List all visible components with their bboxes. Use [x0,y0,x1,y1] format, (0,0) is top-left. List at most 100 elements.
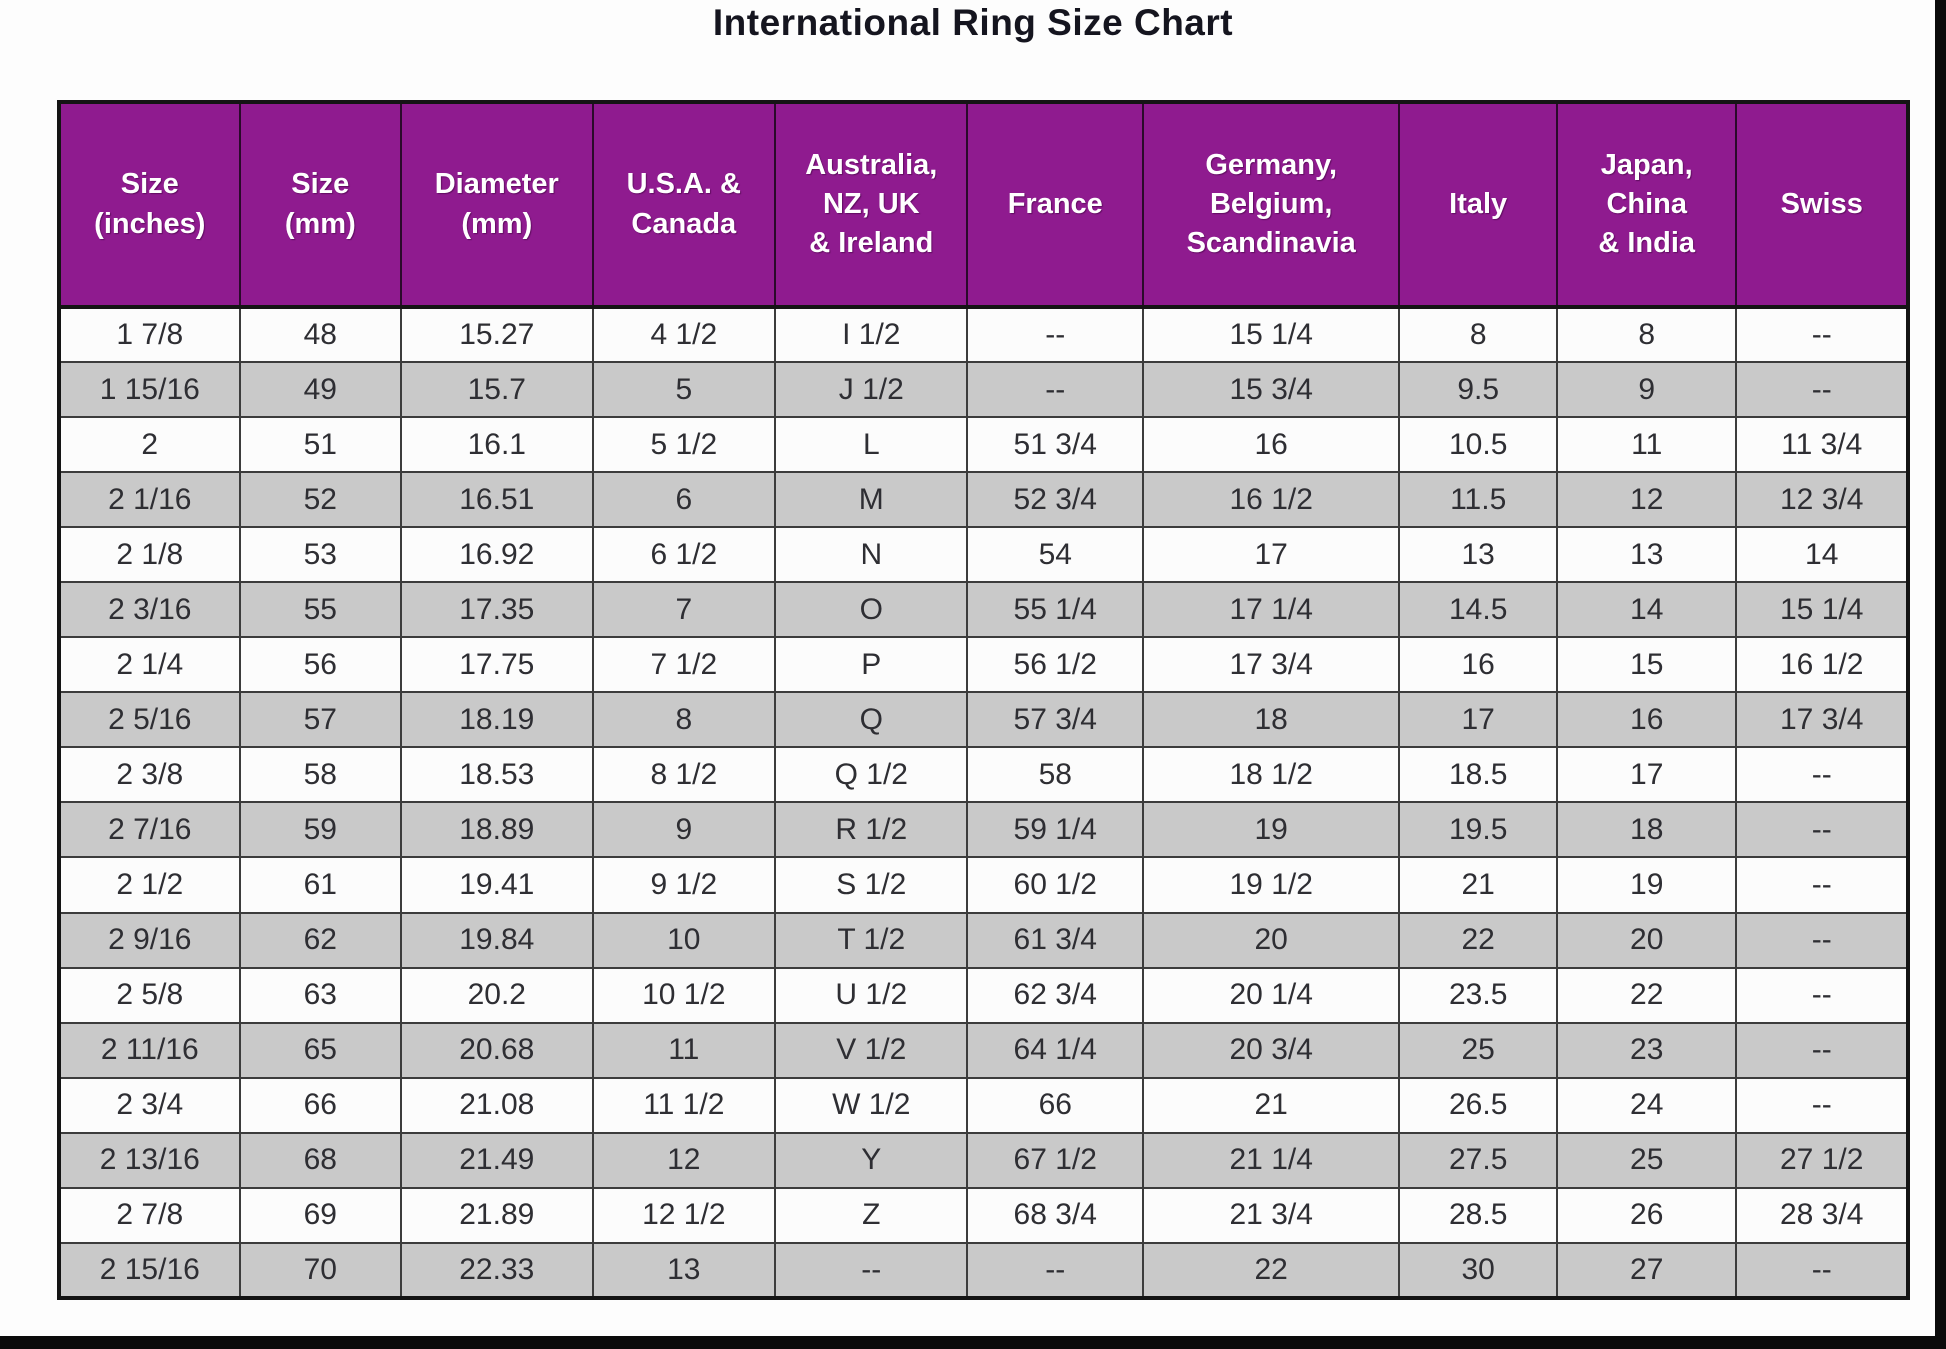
table-cell: 30 [1398,1241,1558,1300]
table-cell: 55 1/4 [966,581,1145,639]
table-cell: 18 [1555,801,1738,859]
table-cell: 4 1/2 [591,305,777,364]
table-cell: 22 [1398,911,1558,969]
column-header: Germany, Belgium, Scandinavia [1142,101,1401,309]
table-row: 2 7/8 69 21.89 12 1/2 Z 68 3/4 21 3/4 28.5 26 28 … [58,1186,1909,1244]
table-row: 2 1/2 61 19.41 9 1/2 S 1/2 60 1/2 19 1/2 21 19 -- [58,856,1909,914]
table-cell: 62 [238,911,403,969]
table-cell: 15 [1555,636,1738,694]
table-cell: 12 [1555,471,1738,529]
table-cell: 17 [1398,691,1558,749]
table-cell: 16 1/2 [1142,471,1401,529]
table-cell: L [774,416,969,474]
table-cell: 14.5 [1398,581,1558,639]
table-cell: -- [1735,1076,1909,1134]
table-cell: 2 13/16 [58,1131,241,1189]
table-cell: 12 3/4 [1735,471,1909,529]
table-cell: 64 1/4 [966,1021,1145,1079]
table-cell: 2 15/16 [58,1241,241,1300]
table-cell: 19 [1142,801,1401,859]
table-cell: 20 [1142,911,1401,969]
table-cell: 22.33 [400,1241,594,1300]
table-cell: -- [1735,746,1909,804]
table-cell: 16 [1555,691,1738,749]
table-cell: 61 [238,856,403,914]
table-cell: 15 1/4 [1735,581,1909,639]
table-cell: T 1/2 [774,911,969,969]
table-cell: 10.5 [1398,416,1558,474]
table-cell: 20 3/4 [1142,1021,1401,1079]
table-cell: 12 [591,1131,777,1189]
table-cell: 2 1/8 [58,526,241,584]
table-cell: Q 1/2 [774,746,969,804]
table-body: 1 7/8 48 15.27 4 1/2 I 1/2 -- 15 1/4 8 8 -- 1 15/1… [58,305,1909,1300]
table-cell: 20.2 [400,966,594,1024]
column-header: Swiss [1735,101,1909,309]
table-row: 2 15/16 70 22.33 13 -- -- 22 30 27 -- [58,1241,1909,1300]
table-cell: 9.5 [1398,361,1558,419]
table-cell: 10 1/2 [591,966,777,1024]
table-cell: 17 1/4 [1142,581,1401,639]
table-cell: 68 3/4 [966,1186,1145,1244]
table-cell: 23.5 [1398,966,1558,1024]
table-cell: 20 1/4 [1142,966,1401,1024]
table-row: 2 5/8 63 20.2 10 1/2 U 1/2 62 3/4 20 1/4 23.5 22… [58,966,1909,1024]
table-cell: 5 1/2 [591,416,777,474]
page-title: International Ring Size Chart [712,2,1234,43]
table-cell: U 1/2 [774,966,969,1024]
table-cell: 14 [1555,581,1738,639]
table-cell: 21.08 [400,1076,594,1134]
table-cell: 15.7 [400,361,594,419]
table-cell: 6 1/2 [591,526,777,584]
table-cell: 13 [591,1241,777,1300]
table-cell: 61 3/4 [966,911,1145,969]
table-cell: 9 1/2 [591,856,777,914]
table-cell: 56 [238,636,403,694]
table-cell: -- [966,1241,1145,1300]
table-cell: 2 [58,416,241,474]
table-cell: 57 [238,691,403,749]
table-row: 2 3/4 66 21.08 11 1/2 W 1/2 66 21 26.5 24 -- [58,1076,1909,1134]
table-cell: 17 3/4 [1142,636,1401,694]
table-cell: J 1/2 [774,361,969,419]
table-cell: 56 1/2 [966,636,1145,694]
table-cell: 2 7/8 [58,1186,241,1244]
table-cell: W 1/2 [774,1076,969,1134]
column-header: Italy [1398,101,1558,309]
table-cell: 27.5 [1398,1131,1558,1189]
table-cell: 11 1/2 [591,1076,777,1134]
table-cell: 2 9/16 [58,911,241,969]
table-cell: 19.41 [400,856,594,914]
table-cell: Q [774,691,969,749]
table-cell: 26 [1555,1186,1738,1244]
table-cell: 51 3/4 [966,416,1145,474]
table-cell: 60 1/2 [966,856,1145,914]
table-cell: 17.35 [400,581,594,639]
table-row: 2 9/16 62 19.84 10 T 1/2 61 3/4 20 22 20 -- [58,911,1909,969]
table-cell: 14 [1735,526,1909,584]
table-cell: 19.5 [1398,801,1558,859]
table-cell: 16.51 [400,471,594,529]
table-row: 2 5/16 57 18.19 8 Q 57 3/4 18 17 16 17 3/4 [58,691,1909,749]
table-cell: 1 15/16 [58,361,241,419]
table-cell: 21.89 [400,1186,594,1244]
table-cell: 54 [966,526,1145,584]
table-cell: 15 3/4 [1142,361,1401,419]
table-cell: 16 1/2 [1735,636,1909,694]
table-row: 1 7/8 48 15.27 4 1/2 I 1/2 -- 15 1/4 8 8 -- [58,305,1909,364]
table-cell: 68 [238,1131,403,1189]
table-cell: 13 [1555,526,1738,584]
table-header: Size (inches) Size (mm) Diameter (mm) U.S.A… [58,101,1909,309]
table-cell: 67 1/2 [966,1131,1145,1189]
table-cell: O [774,581,969,639]
table-cell: 18.5 [1398,746,1558,804]
table-cell: 49 [238,361,403,419]
table-cell: -- [1735,1241,1909,1300]
table-cell: 66 [238,1076,403,1134]
table-cell: -- [774,1241,969,1300]
table-row: 2 1/16 52 16.51 6 M 52 3/4 16 1/2 11.5 12 12 3/4 [58,471,1909,529]
table-cell: 8 [1555,305,1738,364]
table-cell: 2 7/16 [58,801,241,859]
table-cell: 11 [1555,416,1738,474]
table-cell: 23 [1555,1021,1738,1079]
